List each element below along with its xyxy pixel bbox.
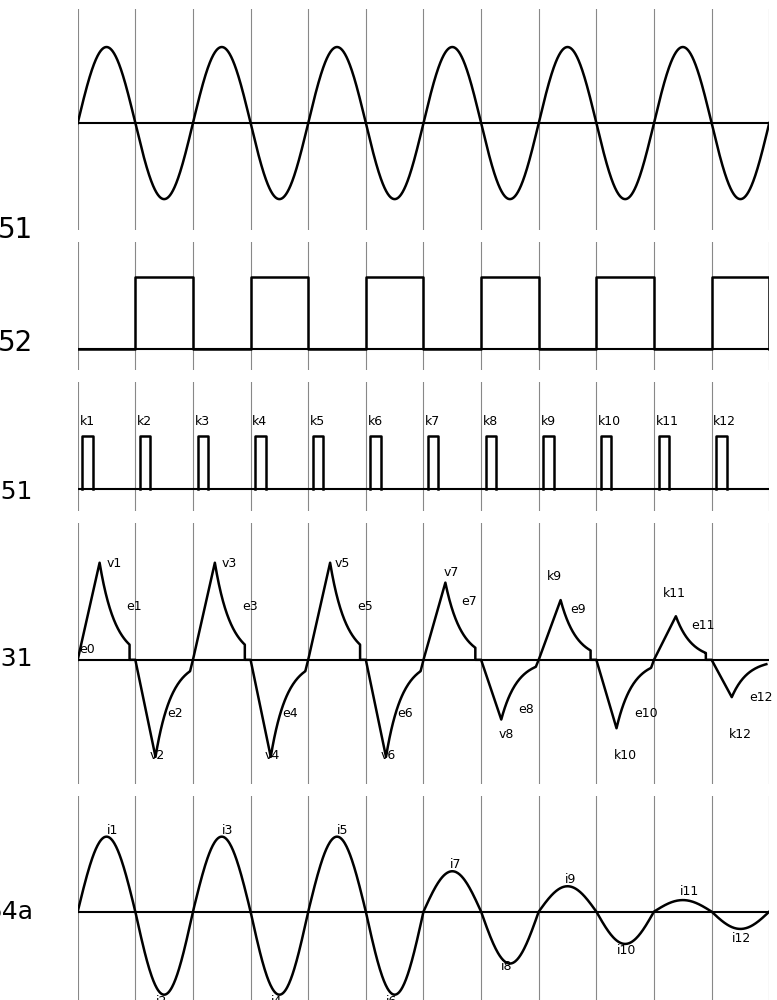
Text: 52: 52 <box>0 329 33 357</box>
Text: i6: i6 <box>386 995 397 1000</box>
Text: v5: v5 <box>334 557 350 570</box>
Text: i1: i1 <box>106 824 118 837</box>
Text: i5: i5 <box>337 824 349 837</box>
Text: v6: v6 <box>380 749 395 762</box>
Text: k7: k7 <box>425 415 441 428</box>
Text: k12: k12 <box>713 415 737 428</box>
Text: v1: v1 <box>106 557 122 570</box>
Text: k9: k9 <box>541 415 556 428</box>
Text: k3: k3 <box>195 415 210 428</box>
Text: k8: k8 <box>483 415 498 428</box>
Text: v4: v4 <box>265 749 280 762</box>
Text: k11: k11 <box>656 415 678 428</box>
Text: e1: e1 <box>127 600 142 613</box>
Text: k5: k5 <box>310 415 326 428</box>
Text: i2: i2 <box>155 995 167 1000</box>
Text: k11: k11 <box>663 587 685 600</box>
Text: v8: v8 <box>498 728 514 741</box>
Text: k4: k4 <box>253 415 267 428</box>
Text: 51: 51 <box>0 216 33 244</box>
Text: k10: k10 <box>598 415 621 428</box>
Text: e0: e0 <box>78 643 95 656</box>
Text: k6: k6 <box>368 415 383 428</box>
Text: e8: e8 <box>518 703 535 716</box>
Text: i7: i7 <box>449 858 461 871</box>
Text: v2: v2 <box>150 749 165 762</box>
Text: e4: e4 <box>282 707 298 720</box>
Text: e5: e5 <box>357 600 373 613</box>
Text: e10: e10 <box>634 707 657 720</box>
Text: v7: v7 <box>444 566 459 579</box>
Text: i9: i9 <box>565 873 576 886</box>
Text: i12: i12 <box>732 932 751 945</box>
Text: e7: e7 <box>461 595 476 608</box>
Text: k2: k2 <box>137 415 152 428</box>
Text: e6: e6 <box>398 707 413 720</box>
Text: e3: e3 <box>242 600 257 613</box>
Text: i11: i11 <box>680 885 699 898</box>
Text: i3: i3 <box>221 824 233 837</box>
Text: k9: k9 <box>547 570 563 583</box>
Text: 531: 531 <box>0 647 33 671</box>
Text: i8: i8 <box>501 960 513 973</box>
Text: k10: k10 <box>614 749 637 762</box>
Text: k1: k1 <box>79 415 95 428</box>
Text: i10: i10 <box>616 944 636 957</box>
Text: i4: i4 <box>270 995 282 1000</box>
Text: e2: e2 <box>167 707 183 720</box>
Text: e12: e12 <box>749 691 772 704</box>
Text: k12: k12 <box>729 728 752 741</box>
Text: v3: v3 <box>221 557 237 570</box>
Text: 551: 551 <box>0 480 33 504</box>
Text: e9: e9 <box>570 603 586 616</box>
Text: e11: e11 <box>692 619 715 632</box>
Text: 54a: 54a <box>0 900 33 924</box>
